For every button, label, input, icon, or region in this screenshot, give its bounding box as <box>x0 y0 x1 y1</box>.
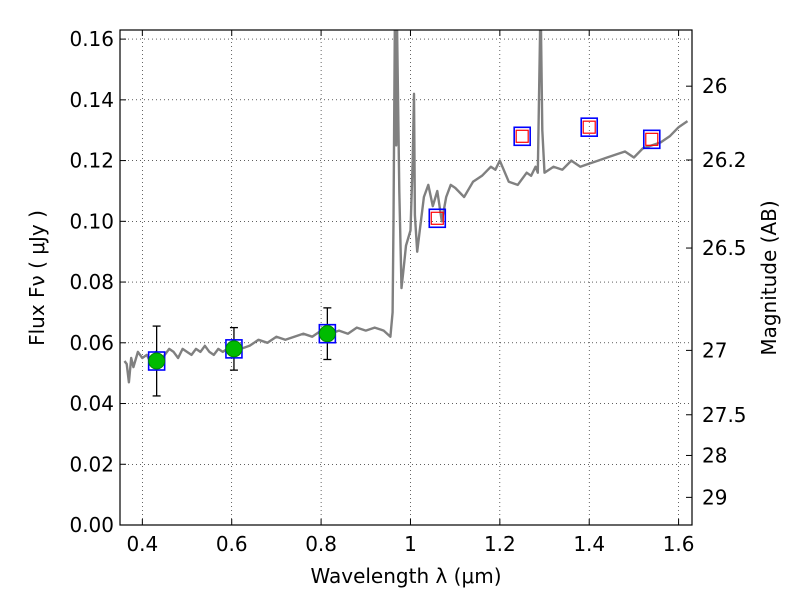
model-photometry-point <box>513 126 531 147</box>
right-tick-label: 27.5 <box>702 403 747 427</box>
y-tick-label: 0.14 <box>69 88 114 112</box>
right-tick-label: 29 <box>702 485 727 509</box>
x-tick-label: 1.4 <box>573 532 605 556</box>
right-tick-label: 26 <box>702 74 727 98</box>
model-photometry-point <box>642 129 661 150</box>
right-tick-label: 28 <box>702 443 727 467</box>
y-tick-label: 0.00 <box>69 513 114 537</box>
observed-photometry-point <box>225 340 243 358</box>
y-tick-label: 0.12 <box>69 149 114 173</box>
spectrum-line <box>123 30 689 384</box>
data-series <box>123 30 689 397</box>
y-tick-label: 0.08 <box>69 270 114 294</box>
plot-frame <box>119 29 693 526</box>
y-tick-label: 0.06 <box>69 331 114 355</box>
x-tick-label: 0.6 <box>216 532 248 556</box>
y-tick-label: 0.16 <box>69 27 114 51</box>
right-tick-label: 26.2 <box>702 148 747 172</box>
x-tick-label: 1 <box>404 532 417 556</box>
y-tick-label: 0.02 <box>69 452 114 476</box>
model-photometry-point <box>428 208 447 229</box>
right-tick-label: 26.5 <box>702 236 747 260</box>
observed-photometry-point <box>318 325 336 343</box>
x-tick-label: 1.6 <box>663 532 695 556</box>
x-tick-label: 0.8 <box>305 532 337 556</box>
x-axis-label: Wavelength λ (μm) <box>310 564 501 588</box>
x-tick-label: 0.4 <box>126 532 158 556</box>
y-tick-label: 0.10 <box>69 209 114 233</box>
upper-limit-point <box>582 120 596 134</box>
right-tick-label: 27 <box>702 338 727 362</box>
upper-limit-point <box>430 211 444 225</box>
upper-limit-point <box>515 129 529 143</box>
plot-frame-background <box>120 30 692 525</box>
upper-limit-point <box>645 132 659 146</box>
y-axis-label: Flux Fν ( μJy ) <box>25 210 49 346</box>
right-axis-label: Magnitude (AB) <box>757 200 781 355</box>
y-tick-label: 0.04 <box>69 392 114 416</box>
x-tick-label: 1.2 <box>484 532 516 556</box>
axes: 0.4 0.6 0.8 1 1.2 1.4 1.6 0.00 0.02 0.04 0.06 0.08 0… <box>69 27 746 556</box>
model-photometry-point <box>580 117 599 137</box>
observed-photometry-point <box>148 352 166 370</box>
